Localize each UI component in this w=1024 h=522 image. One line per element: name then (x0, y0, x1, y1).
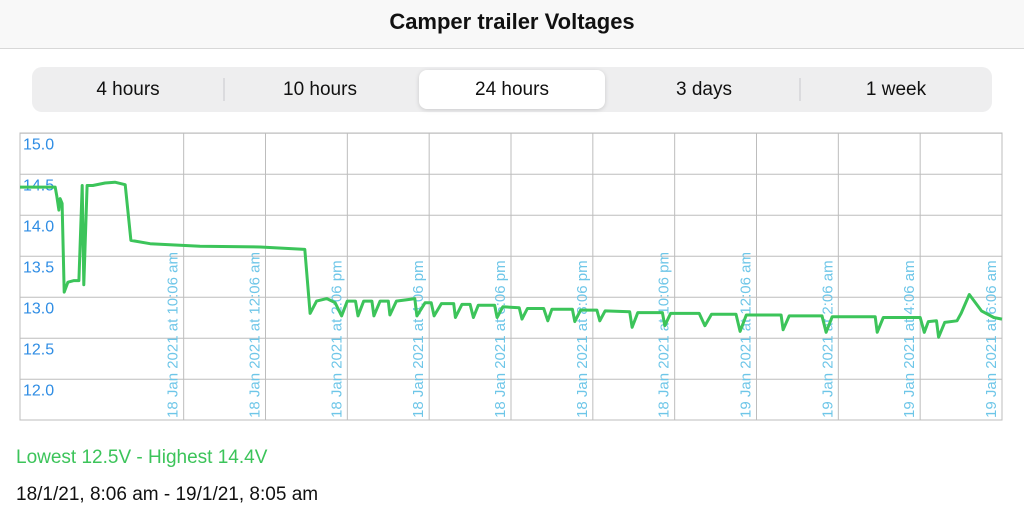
x-tick-label: 18 Jan 2021 at 6:06 pm (492, 260, 509, 418)
period-text: 18/1/21, 8:06 am - 19/1/21, 8:05 am (16, 484, 318, 505)
y-tick-label: 13.5 (23, 260, 54, 277)
y-tick-label: 14.0 (23, 219, 54, 236)
x-tick-label: 18 Jan 2021 at 10:06 pm (656, 252, 673, 418)
y-tick-label: 15.0 (23, 137, 54, 154)
x-tick-label: 19 Jan 2021 at 4:06 am (901, 260, 918, 418)
tab[interactable]: 1 week (866, 79, 927, 100)
x-tick-label: 18 Jan 2021 at 10:06 am (165, 252, 182, 418)
tab[interactable]: 3 days (676, 79, 732, 100)
selected-tab (419, 70, 605, 109)
x-tick-label: 19 Jan 2021 at 6:06 am (983, 260, 1000, 418)
tab[interactable]: 10 hours (283, 79, 357, 100)
tab[interactable]: 24 hours (475, 79, 549, 100)
x-tick-label: 18 Jan 2021 at 8:06 pm (574, 260, 591, 418)
tab[interactable]: 4 hours (96, 79, 159, 100)
y-tick-label: 12.5 (23, 342, 54, 359)
range-text: Lowest 12.5V - Highest 14.4V (16, 447, 268, 468)
nav-bar (0, 0, 1024, 48)
x-tick-label: 19 Jan 2021 at 2:06 am (819, 260, 836, 418)
voltage-line (20, 180, 1003, 339)
x-tick-label: 18 Jan 2021 at 2:06 pm (328, 260, 345, 418)
y-tick-label: 12.0 (23, 383, 54, 400)
x-tick-label: 19 Jan 2021 at 12:06 am (737, 252, 754, 418)
x-tick-label: 18 Jan 2021 at 12:06 am (246, 252, 263, 418)
x-tick-label: 18 Jan 2021 at 4:06 pm (410, 260, 427, 418)
y-tick-label: 13.0 (23, 301, 54, 318)
title: Camper trailer Voltages (389, 9, 634, 34)
